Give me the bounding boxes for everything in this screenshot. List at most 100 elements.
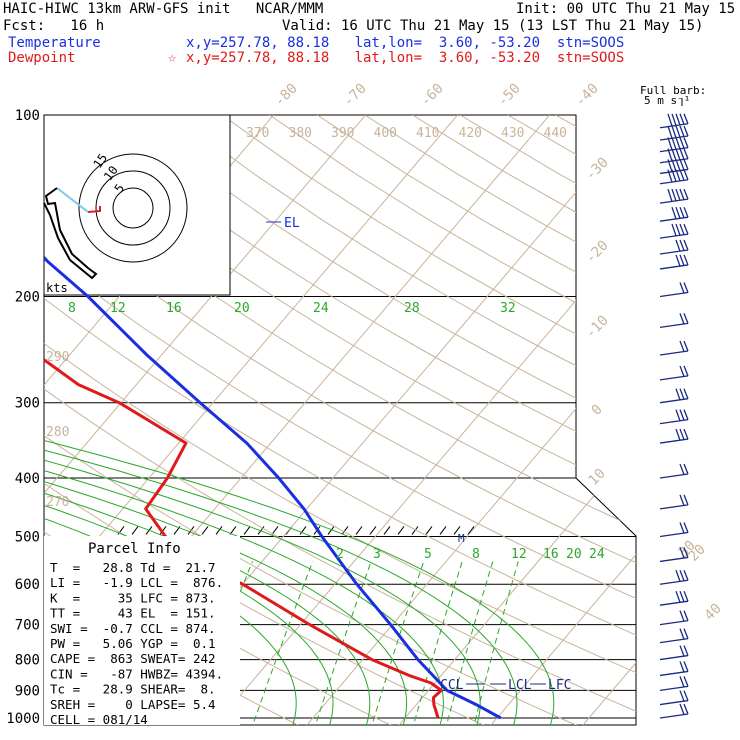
freezing-hatch [369, 526, 377, 535]
wind-barb-flag [675, 428, 681, 441]
isotherm-tick-label: -60 [418, 81, 447, 110]
parcel-info-row: T = 28.8 Td = 21.7 [50, 560, 216, 575]
parcel-info-row: LI = -1.9 LCL = 876. [50, 575, 223, 590]
lcl-label: LCL [508, 678, 532, 693]
wind-barb [659, 522, 689, 538]
wind-barb-flag [675, 570, 681, 582]
wind-barb-flag [679, 388, 685, 400]
wind-barb-flag [683, 628, 689, 639]
moist-adiabat-line [44, 282, 444, 725]
wind-barb [659, 206, 689, 222]
wind-barb [659, 610, 689, 626]
wind-barb-flag [667, 169, 673, 183]
wind-barb-flag [683, 282, 689, 293]
isotherm-line [393, 115, 636, 725]
isotherm-line [485, 115, 636, 725]
freezing-hatch [467, 526, 475, 535]
wind-barb-flag [683, 610, 689, 621]
isotherm-tick-label: -70 [341, 81, 370, 110]
wind-barb-flag [667, 125, 673, 139]
wind-barb [659, 125, 689, 141]
wind-barb-flag [679, 590, 685, 603]
theta-tick-label: 420 [459, 126, 482, 141]
wind-barb-flag [675, 223, 681, 236]
dry-adiabat-line [0, 115, 29, 731]
wind-barb-flag [683, 409, 689, 420]
wind-barb-flag [683, 463, 689, 475]
isotherm-line [44, 115, 390, 725]
hodograph-ring [95, 170, 171, 246]
mixing-ratio-line [444, 561, 494, 725]
wind-barb [659, 494, 689, 510]
wind-barb-flag [679, 313, 685, 325]
mixing-ratio-tick-label: 8 [472, 547, 480, 562]
wind-barb-flag [679, 494, 685, 506]
wind-barb [659, 628, 689, 644]
wind-barb-flag [679, 676, 685, 688]
wind-barb [659, 645, 689, 661]
theta-tick-label: 380 [289, 126, 312, 141]
wind-barb-flag [679, 159, 685, 171]
pressure-tick-label: 400 [15, 471, 40, 487]
wind-barb-flag [679, 703, 685, 715]
wind-barb [659, 690, 689, 706]
wind-barb [659, 547, 689, 563]
wind-barb-flag [679, 569, 685, 582]
dry-adiabat-line [44, 115, 636, 725]
dry-adiabat-line [44, 115, 636, 725]
wind-barb-flag [679, 254, 685, 266]
isotherm-tick-label: -80 [272, 81, 301, 110]
wind-barb-flag [679, 206, 685, 219]
wind-barb-flag [675, 206, 681, 219]
isotherm-tick-label: -30 [583, 155, 612, 184]
wind-barb-flag [683, 645, 689, 656]
wind-barb-flag [679, 188, 685, 200]
melting-level-label: M [458, 532, 465, 545]
forecast-hour: Fcst: 16 h [3, 18, 105, 34]
moist-adiabat-line [44, 282, 334, 725]
wind-barb-flag [675, 388, 681, 401]
wind-barb [659, 239, 689, 255]
freezing-hatch [425, 526, 433, 535]
wind-barb-flag [675, 159, 681, 171]
theta-tick-label: 280 [46, 425, 69, 440]
wind-barb-flag [679, 223, 685, 235]
wind-barb-flag [667, 137, 673, 151]
wind-barb [659, 254, 689, 270]
wind-barb-flag [683, 569, 689, 581]
isotherm-line [209, 115, 636, 725]
wind-barb [659, 223, 689, 239]
mixing-ratio-tick-label: 12 [511, 547, 527, 562]
wind-barb-flag [679, 628, 685, 640]
wind-barb-flag [683, 703, 689, 715]
mixing-ratio-line [250, 561, 314, 725]
dry-adiabat-line [44, 115, 636, 725]
wind-barb-flag [671, 169, 677, 182]
hodograph-upper-segment [43, 187, 98, 280]
dry-adiabat-line [459, 115, 636, 725]
freezing-hatch [411, 526, 419, 535]
wind-barb-flag [679, 113, 685, 125]
wind-barb-flag [675, 148, 681, 161]
barb-key-value: 5 m s⁻¹ [644, 94, 690, 107]
wind-barb-flag [671, 223, 677, 237]
wind-barb [659, 169, 689, 185]
wind-barb-flag [671, 137, 677, 150]
parcel-info-row: CAPE = 863 SWEAT= 242 [50, 651, 216, 666]
wind-barb-flag [683, 365, 689, 377]
mixing-ratio-tick-label: 3 [373, 547, 381, 562]
model-title: HAIC-HIWC 13km ARW-GFS init NCAR/MMM [3, 1, 324, 17]
wind-barb-flag [683, 388, 689, 399]
freezing-hatch [355, 526, 363, 535]
wind-barb-flag [683, 159, 689, 170]
wind-barb-flag [679, 610, 685, 622]
pressure-tick-label: 1000 [6, 711, 40, 727]
parcel-info-row: PW = 5.06 YGP = 0.1 [50, 636, 216, 651]
wind-barb-flag [675, 409, 681, 422]
freezing-hatch [299, 526, 307, 535]
wind-barb [659, 188, 689, 204]
theta-tick-label: 290 [46, 350, 69, 365]
wind-barb-flag [683, 313, 689, 324]
wind-barb-flag [683, 590, 689, 602]
theta-tick-label: 410 [416, 126, 439, 141]
